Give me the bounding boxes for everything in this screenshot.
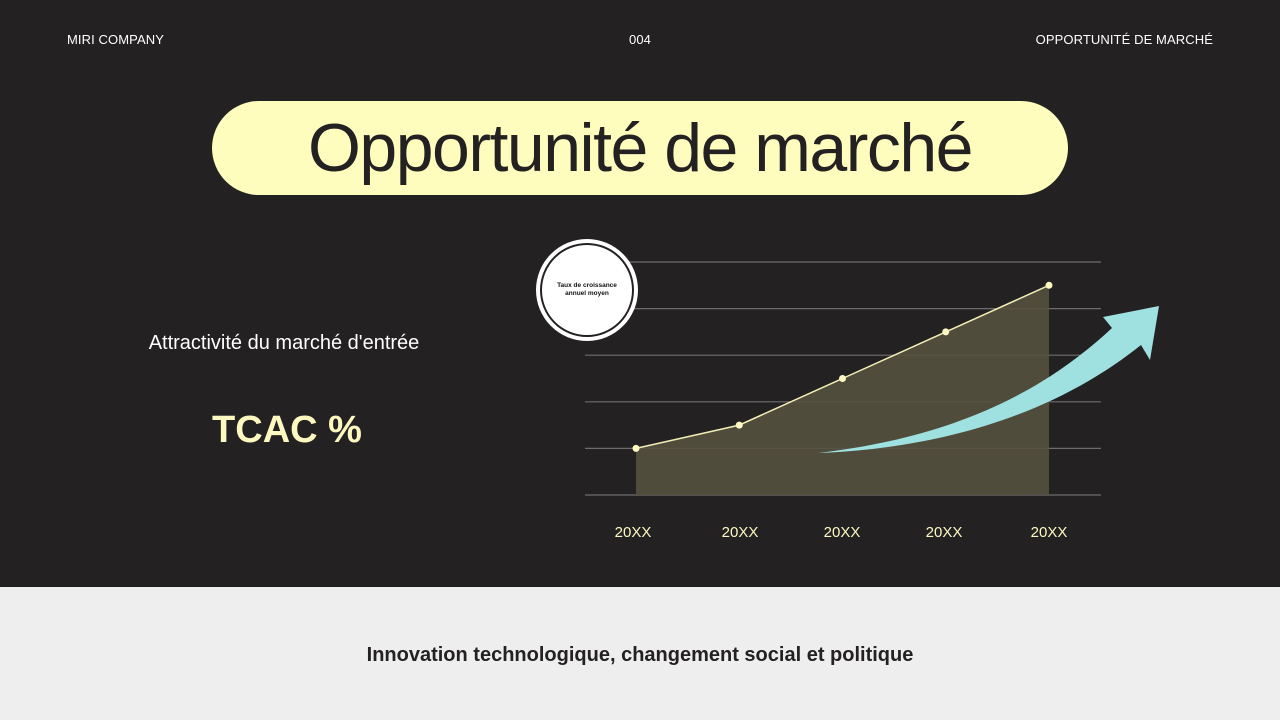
x-tick-labels: 20XX 20XX 20XX 20XX 20XX — [615, 524, 1068, 541]
cagr-badge: Taux de croissance annuel moyen — [536, 239, 638, 341]
x-tick-label: 20XX — [722, 524, 759, 541]
trend-arrow-icon — [818, 306, 1159, 453]
badge-text: Taux de croissance annuel moyen — [557, 282, 617, 297]
footer-caption: Innovation technologique, changement soc… — [366, 644, 914, 666]
cagr-kpi: TCAC % — [212, 409, 362, 451]
data-point — [632, 444, 640, 452]
data-point — [839, 375, 846, 382]
data-point — [735, 421, 743, 429]
data-point — [1045, 281, 1053, 289]
x-tick-label: 20XX — [615, 524, 652, 541]
market-attractiveness-label: Attractivité du marché d'entrée — [148, 332, 420, 354]
footer-band — [0, 587, 1280, 720]
growth-chart: 20XX 20XX 20XX 20XX 20XX — [585, 261, 1159, 541]
x-tick-label: 20XX — [926, 524, 963, 541]
badge-ring — [540, 243, 634, 337]
area-fill — [636, 285, 1049, 495]
page-title: Opportunité de marché — [307, 110, 974, 186]
data-point — [942, 328, 950, 336]
section-label: OPPORTUNITÉ DE MARCHÉ — [1035, 32, 1213, 47]
x-tick-label: 20XX — [1031, 524, 1068, 541]
data-points — [632, 281, 1053, 452]
company-name: MIRI COMPANY — [67, 32, 165, 47]
x-tick-label: 20XX — [824, 524, 861, 541]
page-number: 004 — [629, 32, 651, 47]
title-pill: Opportunité de marché — [212, 101, 1068, 195]
